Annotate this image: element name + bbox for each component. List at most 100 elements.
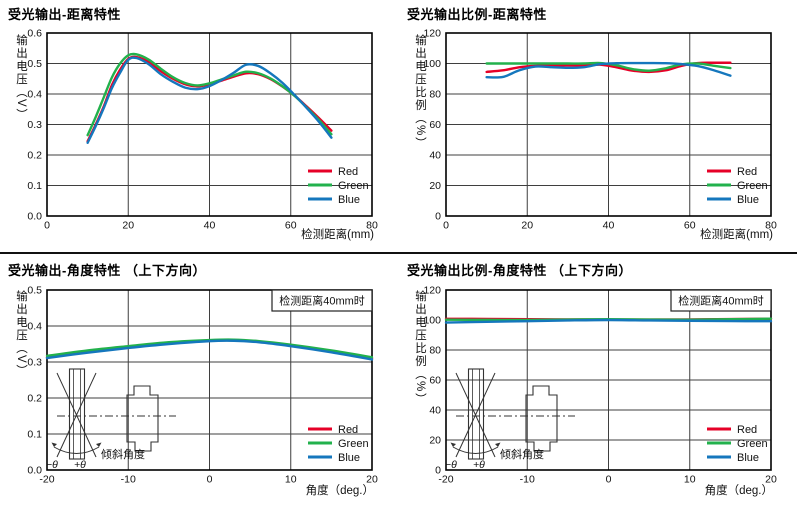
svg-text:0.4: 0.4 <box>27 89 42 101</box>
y-axis-label: 输出电压（V） <box>15 34 27 122</box>
chart-title: 受光输出比例-角度特性 （上下方向） <box>407 263 632 278</box>
plot-border <box>445 289 772 471</box>
svg-text:0.2: 0.2 <box>27 393 42 405</box>
svg-text:0.2: 0.2 <box>27 150 42 162</box>
legend-label-green: Green <box>737 180 768 192</box>
legend-label-blue: Blue <box>737 452 759 464</box>
svg-text:0: 0 <box>443 220 449 232</box>
tilt-angle-inset: −θ +θ 倾斜角度 <box>46 368 176 471</box>
svg-text:40: 40 <box>204 220 216 232</box>
svg-text:0.4: 0.4 <box>27 321 42 333</box>
legend-label-red: Red <box>737 424 757 436</box>
chart-panel-ratio-distance: 0 20 40 60 80 0 20 40 60 80 100 120 Red Green Blue 受光输… <box>399 0 797 256</box>
svg-text:倾斜角度: 倾斜角度 <box>500 447 544 461</box>
legend-label-green: Green <box>338 438 369 450</box>
svg-text:20: 20 <box>429 435 441 447</box>
svg-text:20: 20 <box>765 474 777 486</box>
legend-label-red: Red <box>338 166 358 178</box>
svg-text:60: 60 <box>429 375 441 387</box>
svg-text:80: 80 <box>366 220 378 232</box>
legend-label-blue: Blue <box>338 194 360 206</box>
annotation-box: 检测距离40mm时 <box>670 289 772 312</box>
series-blue <box>86 56 333 144</box>
svg-text:40: 40 <box>429 150 441 162</box>
svg-text:-20: -20 <box>438 474 453 486</box>
x-tick-labels: 0 20 40 60 80 <box>44 220 378 232</box>
y-tick-labels: 0 20 40 60 80 100 120 <box>423 285 441 477</box>
svg-text:检测距离40mm时: 检测距离40mm时 <box>678 294 764 308</box>
svg-text:0.0: 0.0 <box>27 465 42 477</box>
tilt-angle-inset: −θ +θ 倾斜角度 <box>445 368 575 471</box>
legend-label-blue: Blue <box>338 452 360 464</box>
svg-text:0.3: 0.3 <box>27 357 42 369</box>
legend: Red Green Blue <box>707 166 768 206</box>
legend-label-green: Green <box>737 438 768 450</box>
series-blue <box>485 61 732 79</box>
svg-text:0.0: 0.0 <box>27 211 42 223</box>
svg-text:倾斜角度: 倾斜角度 <box>101 447 145 461</box>
x-tick-labels: -20 -10 0 10 20 <box>39 474 378 486</box>
svg-text:0.3: 0.3 <box>27 119 42 131</box>
svg-text:120: 120 <box>423 28 441 40</box>
svg-text:80: 80 <box>429 89 441 101</box>
plot-border <box>46 289 373 471</box>
svg-text:60: 60 <box>684 220 696 232</box>
series-green <box>86 52 333 137</box>
svg-text:0: 0 <box>207 474 213 486</box>
svg-text:40: 40 <box>429 405 441 417</box>
svg-text:-10: -10 <box>520 474 535 486</box>
svg-text:0.5: 0.5 <box>27 285 42 297</box>
svg-text:40: 40 <box>603 220 615 232</box>
svg-text:120: 120 <box>423 285 441 297</box>
svg-text:0.5: 0.5 <box>27 58 42 70</box>
legend: Red Green Blue <box>707 424 768 464</box>
plot-border <box>46 32 373 217</box>
section-divider <box>0 252 797 254</box>
chart-title: 受光输出-距离特性 <box>8 7 121 22</box>
y-tick-labels: 0.0 0.1 0.2 0.3 0.4 0.5 <box>27 285 42 477</box>
series-blue <box>45 339 374 361</box>
x-tick-labels: -20 -10 0 10 20 <box>438 474 777 486</box>
legend-label-red: Red <box>737 166 757 178</box>
svg-text:−θ: −θ <box>445 459 457 471</box>
svg-text:10: 10 <box>684 474 696 486</box>
svg-text:60: 60 <box>429 119 441 131</box>
legend-label-blue: Blue <box>737 194 759 206</box>
x-axis-label: 检测距离(mm) <box>700 229 773 241</box>
legend-label-green: Green <box>338 180 369 192</box>
plot-area-ratio-distance: 0 20 40 60 80 0 20 40 60 80 100 120 Red Green Blue <box>423 28 777 232</box>
chart-title: 受光输出-角度特性 （上下方向） <box>8 263 206 278</box>
gridlines <box>445 32 772 217</box>
svg-text:+θ: +θ <box>74 459 86 471</box>
svg-text:20: 20 <box>366 474 378 486</box>
y-axis-label: 输出电压比例（%） <box>414 34 426 150</box>
svg-text:-20: -20 <box>39 474 54 486</box>
svg-text:0.1: 0.1 <box>27 429 42 441</box>
annotation-box: 检测距离40mm时 <box>271 289 373 312</box>
svg-text:80: 80 <box>429 345 441 357</box>
svg-text:100: 100 <box>423 58 441 70</box>
plot-area-output-distance: 0 20 40 60 80 0.0 0.1 0.2 0.3 0.4 0.5 0.6 Red Green Bl… <box>27 28 378 232</box>
legend-label-red: Red <box>338 424 358 436</box>
chart-panel-ratio-angle: -20 -10 0 10 20 0 20 40 60 80 100 120 检测距离40mm时 −θ +θ 倾… <box>399 256 797 512</box>
legend: Red Green Blue <box>308 424 369 464</box>
svg-text:0: 0 <box>435 211 441 223</box>
svg-text:20: 20 <box>122 220 134 232</box>
svg-text:检测距离40mm时: 检测距离40mm时 <box>279 294 365 308</box>
y-tick-labels: 0 20 40 60 80 100 120 <box>423 28 441 223</box>
plot-area-ratio-angle: -20 -10 0 10 20 0 20 40 60 80 100 120 检测距离40mm时 −θ +θ 倾… <box>423 285 777 486</box>
svg-text:0.6: 0.6 <box>27 28 42 40</box>
svg-text:0: 0 <box>44 220 50 232</box>
svg-text:80: 80 <box>765 220 777 232</box>
svg-text:+θ: +θ <box>473 459 485 471</box>
y-axis-label: 输出电压（V） <box>15 290 27 378</box>
svg-text:-10: -10 <box>121 474 136 486</box>
series-blue <box>444 318 773 324</box>
x-axis-label: 检测距离(mm) <box>301 229 374 241</box>
chart-panel-output-distance: 0 20 40 60 80 0.0 0.1 0.2 0.3 0.4 0.5 0.6 Red Green Bl… <box>0 0 398 256</box>
svg-text:60: 60 <box>285 220 297 232</box>
x-axis-label: 角度（deg.） <box>704 485 773 497</box>
svg-text:100: 100 <box>423 315 441 327</box>
svg-text:0: 0 <box>606 474 612 486</box>
